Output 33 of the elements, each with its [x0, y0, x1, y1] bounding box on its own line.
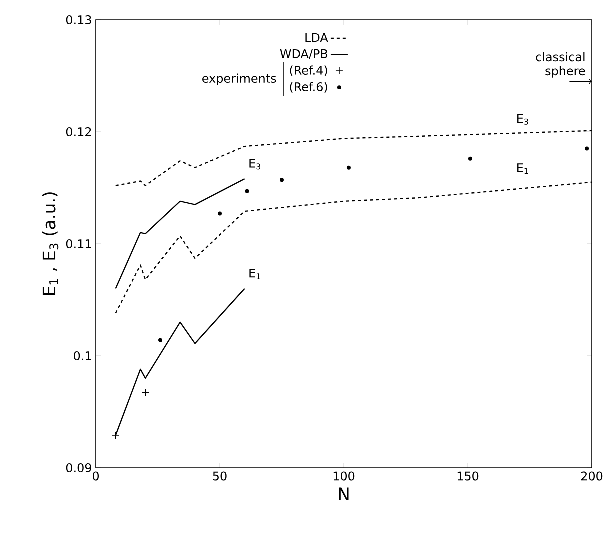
y-tick-label: 0.11: [66, 239, 92, 249]
annotation: E$_{1}$: [518, 164, 528, 174]
point: [280, 178, 284, 182]
x-tick-label: 150: [458, 472, 479, 481]
point: [245, 189, 250, 194]
x-tick-label: 50: [213, 472, 227, 481]
point: [112, 432, 120, 440]
x-tick-label: 100: [334, 472, 355, 481]
legend-label: (Ref.6): [290, 82, 328, 93]
point: [142, 389, 150, 397]
y-tick-label: 0.13: [66, 15, 92, 25]
line-series: [115, 288, 246, 436]
x-tick-label: 0: [92, 472, 100, 481]
point: [585, 146, 590, 151]
y-axis-title: E$_{1}$ , E$_{3}$ (a.u.): [42, 192, 59, 296]
point: [468, 156, 472, 161]
point: [346, 166, 351, 170]
annotation: E$_{3}$: [250, 159, 261, 170]
y-tick-label: 0.09: [66, 463, 92, 473]
annotation: E$_{3}$: [518, 114, 528, 125]
point: [218, 212, 222, 216]
legend-label: (Ref.4): [290, 66, 328, 76]
legend-label: LDA: [306, 33, 328, 42]
x-tick-label: 200: [581, 472, 603, 481]
annotation: classical sphere: [536, 52, 586, 78]
legend-label: WDA/PB: [280, 50, 328, 60]
y-tick-label: 0.1: [74, 351, 92, 361]
annotation: E$_{1}$: [250, 268, 260, 280]
y-tick-label: 0.12: [66, 127, 92, 137]
legend-title: experiments: [202, 74, 276, 86]
line-series: [115, 178, 246, 290]
point: [158, 338, 162, 342]
x-axis-title: N: [339, 488, 349, 500]
